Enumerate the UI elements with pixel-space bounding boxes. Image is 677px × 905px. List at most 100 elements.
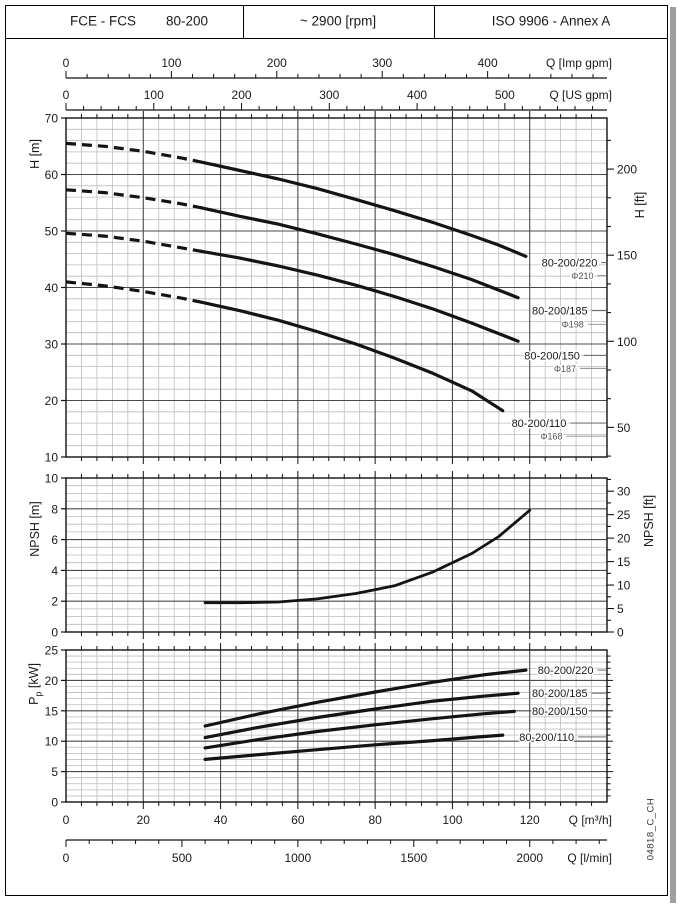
lmin-axis-tick-label: 0 xyxy=(63,851,70,865)
power-axis-label: Pp [kW] xyxy=(26,663,44,705)
curve-80-200/110 xyxy=(199,300,505,413)
us-gpm-axis-tick-label: 400 xyxy=(407,88,427,102)
y2-axis-tick-label: 20 xyxy=(617,532,631,546)
m3h-axis-tick-label: 60 xyxy=(291,813,305,827)
imp-gpm-axis-tick-label: 100 xyxy=(161,56,181,70)
document-code: 04818_C_CH xyxy=(645,797,657,861)
y2-axis-tick-label: 15 xyxy=(617,555,631,569)
curve-NPSH xyxy=(203,508,532,605)
us-gpm-axis-tick-label: 100 xyxy=(144,88,164,102)
y-axis-tick-label: 2 xyxy=(51,595,58,609)
head-ft-axis-label: H [ft] xyxy=(633,191,647,219)
y2-axis-tick-label: 10 xyxy=(617,579,631,593)
y-axis-tick-label: 30 xyxy=(45,338,59,352)
lmin-axis-tick-label: 1500 xyxy=(400,851,427,865)
m3h-axis-tick-label: 80 xyxy=(368,813,382,827)
curve-label: 80-200/185 xyxy=(532,688,588,700)
us-gpm-axis-tick-label: 0 xyxy=(63,88,70,102)
plot-border xyxy=(65,477,608,633)
y-axis-tick-label: 8 xyxy=(51,502,58,516)
us-gpm-axis-unit-label: Q [US gpm] xyxy=(549,88,612,102)
curve-dashed-80-200/150 xyxy=(65,231,202,253)
curve-label: 80-200/220 xyxy=(538,665,594,677)
m3h-axis-tick-label: 100 xyxy=(442,813,462,827)
lmin-axis-unit-label: Q [l/min] xyxy=(567,851,612,865)
y-axis-tick-label: 0 xyxy=(51,626,58,640)
imp-gpm-axis-tick-label: 0 xyxy=(63,56,70,70)
m3h-axis-unit-label: Q [m³/h] xyxy=(569,813,612,827)
curve-80-200/185 xyxy=(199,206,520,300)
curve-80-200/150 xyxy=(203,709,516,750)
y-axis-tick-label: 20 xyxy=(45,394,59,408)
curve-80-200/220 xyxy=(203,668,528,728)
npsh-ft-axis-label: NPSH [ft] xyxy=(642,494,656,548)
y2-axis-tick-label: 150 xyxy=(617,249,637,263)
y-axis-tick-label: 70 xyxy=(45,112,59,126)
y-axis-tick-label: 4 xyxy=(51,564,58,578)
curve-80-200/150 xyxy=(199,249,520,343)
plot-border xyxy=(65,649,608,803)
m3h-axis-tick-label: 120 xyxy=(520,813,540,827)
curve-label: 80-200/150 xyxy=(524,350,580,362)
curve-label: 80-200/185 xyxy=(532,306,588,318)
us-gpm-axis-tick-label: 200 xyxy=(232,88,252,102)
m3h-axis-tick-label: 40 xyxy=(214,813,228,827)
y-axis-tick-label: 6 xyxy=(51,533,58,547)
curve-label: 80-200/110 xyxy=(519,732,574,744)
y-axis-tick-label: 15 xyxy=(45,704,59,718)
lmin-axis-tick-label: 2000 xyxy=(516,851,543,865)
impeller-label: Φ168 xyxy=(540,432,562,442)
curve-80-200/110 xyxy=(203,733,505,761)
y-axis-tick-label: 60 xyxy=(45,168,59,182)
y2-axis-tick-label: 200 xyxy=(617,163,637,177)
y2-axis-tick-label: 0 xyxy=(617,626,624,640)
m3h-axis-tick-label: 0 xyxy=(63,813,70,827)
y-axis-tick-label: 25 xyxy=(45,644,59,658)
lmin-axis-tick-label: 500 xyxy=(172,851,192,865)
head-axis-label: H [m] xyxy=(28,139,42,169)
curve-label: 80-200/150 xyxy=(532,706,588,718)
impeller-label: Φ210 xyxy=(571,271,593,281)
us-gpm-axis-tick-label: 500 xyxy=(495,88,515,102)
curve-dashed-80-200/185 xyxy=(65,188,202,210)
y-axis-tick-label: 20 xyxy=(45,674,59,688)
y-axis-tick-label: 10 xyxy=(45,472,59,486)
imp-gpm-axis-tick-label: 300 xyxy=(372,56,392,70)
lmin-axis-tick-label: 1000 xyxy=(285,851,312,865)
imp-gpm-axis-tick-label: 400 xyxy=(478,56,498,70)
y2-axis-tick-label: 50 xyxy=(617,421,631,435)
y-axis-tick-label: 5 xyxy=(51,765,58,779)
pump-series-label: FCE - FCS xyxy=(70,13,136,29)
y-axis-tick-label: 50 xyxy=(45,225,59,239)
us-gpm-axis-tick-label: 300 xyxy=(319,88,339,102)
y-axis-tick-label: 40 xyxy=(45,281,59,295)
curve-dashed-80-200/110 xyxy=(65,280,202,304)
imp-gpm-axis-tick-label: 200 xyxy=(267,56,287,70)
page-edge-shadow xyxy=(670,7,676,903)
y2-axis-tick-label: 100 xyxy=(617,335,637,349)
y-axis-tick-label: 10 xyxy=(45,451,59,465)
title-block: FCE - FCS 80-200 ~ 2900 [rpm] ISO 9906 -… xyxy=(5,5,668,39)
y-axis-tick-label: 0 xyxy=(51,796,58,810)
curve-dashed-80-200/220 xyxy=(65,141,202,164)
y-axis-tick-label: 10 xyxy=(45,735,59,749)
y2-axis-tick-label: 25 xyxy=(617,508,631,522)
m3h-axis-tick-label: 20 xyxy=(137,813,151,827)
curve-80-200/185 xyxy=(203,691,520,740)
standard-label: ISO 9906 - Annex A xyxy=(491,13,611,29)
y2-axis-tick-label: 5 xyxy=(617,602,624,616)
npsh-axis-label: NPSH [m] xyxy=(28,501,42,557)
imp-gpm-axis-unit-label: Q [Imp gpm] xyxy=(546,56,612,70)
y2-axis-tick-label: 30 xyxy=(617,485,631,499)
header-divider-1 xyxy=(243,5,244,38)
pump-size-label: 80-200 xyxy=(165,13,209,29)
pump-speed-label: ~ 2900 [rpm] xyxy=(299,13,377,29)
impeller-label: Φ187 xyxy=(554,364,576,374)
curve-label: 80-200/110 xyxy=(512,418,567,430)
curve-label: 80-200/220 xyxy=(542,258,598,270)
header-divider-2 xyxy=(434,5,435,38)
curve-80-200/220 xyxy=(199,160,528,258)
impeller-label: Φ198 xyxy=(562,320,584,330)
